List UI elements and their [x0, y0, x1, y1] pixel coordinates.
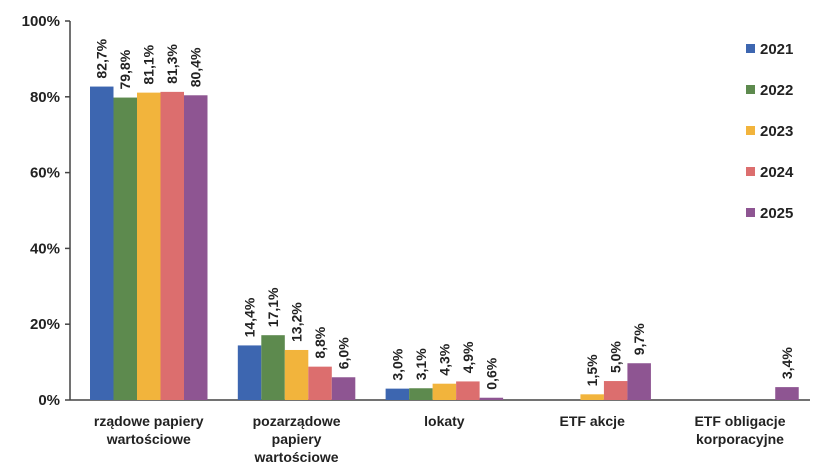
bar	[409, 388, 433, 400]
legend-swatch	[746, 85, 755, 94]
bar	[308, 366, 332, 400]
data-label: 80,4%	[188, 47, 204, 87]
y-tick-label: 20%	[30, 316, 60, 333]
data-label: 79,8%	[117, 49, 133, 89]
data-label: 3,0%	[389, 348, 405, 380]
data-label: 1,5%	[584, 354, 600, 386]
bar	[184, 95, 208, 400]
legend-label: 2022	[760, 82, 793, 99]
legend-swatch	[746, 126, 755, 135]
bar	[137, 92, 161, 401]
bar	[284, 349, 309, 400]
legend-swatch	[746, 167, 755, 176]
legend: 2021 2022 2023 2024 2025	[746, 41, 794, 222]
bar	[456, 381, 480, 400]
data-label: 6,0%	[336, 337, 352, 369]
legend-swatch	[746, 44, 755, 53]
y-tick-label: 60%	[30, 165, 60, 182]
bar	[479, 397, 504, 400]
data-label: 4,3%	[436, 343, 452, 375]
y-tick-label: 0%	[38, 392, 60, 409]
data-label: 14,4%	[242, 297, 258, 337]
y-tick-label: 80%	[30, 89, 60, 106]
legend-swatch	[746, 208, 755, 217]
category-label: lokaty	[424, 413, 465, 429]
data-label: 81,3%	[164, 44, 180, 84]
category-label: pozarządowe papiery wartościowe	[253, 413, 341, 465]
bar	[261, 335, 285, 400]
data-label: 3,1%	[413, 348, 429, 380]
axes: 0% 20% 40% 60% 80% 100% rządowe papiery wartośc…	[22, 13, 810, 465]
bar	[432, 383, 457, 400]
y-tick-label: 100%	[22, 13, 60, 30]
y-tick-label: 40%	[30, 240, 60, 257]
data-label: 82,7%	[94, 38, 110, 78]
bar	[331, 377, 356, 400]
legend-label: 2025	[760, 205, 793, 222]
data-label: 13,2%	[289, 302, 305, 342]
data-label: 4,9%	[460, 341, 476, 373]
bar	[90, 86, 114, 400]
bar	[775, 387, 799, 400]
data-label: 81,1%	[141, 44, 157, 84]
data-label: 5,0%	[608, 341, 624, 373]
bars	[90, 86, 799, 401]
data-label: 0,6%	[483, 357, 499, 389]
bar	[160, 91, 184, 401]
data-label: 17,1%	[265, 287, 281, 327]
legend-label: 2021	[760, 41, 793, 58]
category-label: rządowe papiery wartościowe	[94, 413, 204, 447]
bar	[237, 345, 262, 400]
bar	[580, 394, 604, 400]
legend-label: 2023	[760, 123, 793, 140]
data-label: 8,8%	[312, 326, 328, 358]
category-label: ETF obligacje korporacyjne	[694, 413, 785, 447]
bar	[113, 97, 137, 401]
bar	[385, 388, 410, 400]
category-label: ETF akcje	[559, 413, 625, 429]
data-label: 9,7%	[631, 323, 647, 355]
bar	[627, 363, 651, 400]
data-labels: 82,7% 79,8% 81,1% 81,3% 80,4% 14,4% 17,1% 13,2%…	[94, 38, 795, 389]
legend-label: 2024	[760, 164, 794, 181]
bar	[603, 381, 628, 400]
data-label: 3,4%	[779, 347, 795, 379]
